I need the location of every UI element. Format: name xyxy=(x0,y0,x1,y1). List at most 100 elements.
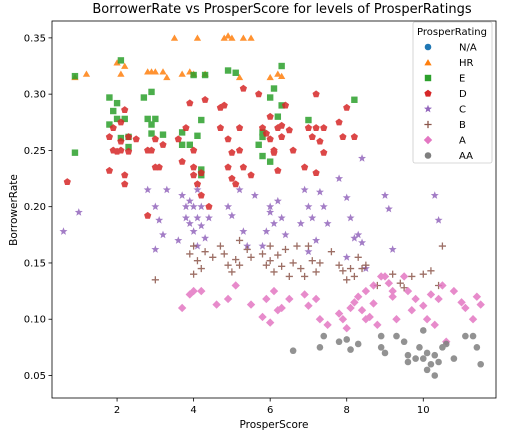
data-point xyxy=(277,303,286,313)
data-point xyxy=(71,72,79,80)
data-point xyxy=(151,245,160,253)
data-point xyxy=(388,286,397,296)
data-point xyxy=(155,163,163,171)
data-point xyxy=(259,129,266,136)
legend-title: ProsperRating xyxy=(417,27,487,38)
data-point xyxy=(343,276,351,284)
data-point xyxy=(262,227,271,235)
y-axis-label: BorrowerRate xyxy=(8,174,20,246)
data-point xyxy=(311,294,321,304)
data-point xyxy=(220,250,228,258)
data-point xyxy=(358,238,367,247)
data-point xyxy=(132,135,140,143)
data-point xyxy=(117,70,125,77)
x-tick-label: 8 xyxy=(344,405,350,416)
plot-frame xyxy=(51,20,497,399)
data-point xyxy=(323,219,332,227)
data-point xyxy=(178,191,187,199)
data-point xyxy=(316,259,324,267)
series-hr xyxy=(71,32,286,81)
data-point xyxy=(300,185,309,194)
series-aa xyxy=(289,327,484,379)
data-point xyxy=(289,259,297,267)
legend-marker-n-a xyxy=(424,43,432,51)
data-point xyxy=(399,272,409,281)
data-point xyxy=(121,180,129,188)
data-point xyxy=(434,215,443,224)
data-point xyxy=(178,70,186,77)
data-point xyxy=(140,94,148,101)
data-point xyxy=(113,99,121,107)
data-point xyxy=(449,286,459,296)
series-d xyxy=(63,84,358,219)
data-point xyxy=(121,171,129,179)
data-point xyxy=(177,303,187,313)
data-point xyxy=(285,126,293,134)
data-point xyxy=(235,185,244,194)
data-point xyxy=(338,315,348,324)
data-point xyxy=(159,230,167,239)
data-point xyxy=(315,315,325,324)
data-point xyxy=(182,124,190,131)
data-point xyxy=(144,115,151,123)
data-point xyxy=(259,133,266,141)
x-tick-label: 4 xyxy=(190,405,196,416)
y-tick-label: 0.10 xyxy=(24,315,46,326)
data-point xyxy=(422,315,432,324)
data-point xyxy=(312,236,321,244)
data-point xyxy=(377,332,385,340)
data-point xyxy=(71,149,79,156)
legend-marker-b xyxy=(424,120,432,129)
legend-marker-aa xyxy=(424,152,432,159)
data-point xyxy=(266,73,274,81)
data-point xyxy=(462,332,469,340)
data-point xyxy=(312,90,320,98)
data-point xyxy=(427,360,435,368)
data-point xyxy=(258,124,267,131)
data-point xyxy=(193,241,202,250)
data-point xyxy=(181,202,190,211)
data-point xyxy=(121,62,129,69)
y-tick-label: 0.30 xyxy=(24,90,46,101)
data-point xyxy=(285,272,293,281)
data-point xyxy=(312,268,320,276)
data-point xyxy=(384,204,393,213)
data-point xyxy=(388,292,397,301)
data-point xyxy=(430,320,439,330)
legend-label: HR xyxy=(459,58,474,69)
data-point xyxy=(354,253,362,261)
data-point xyxy=(259,152,266,160)
data-point xyxy=(201,71,209,79)
data-point xyxy=(151,68,159,75)
data-point xyxy=(227,211,236,220)
data-point xyxy=(320,148,328,156)
data-point xyxy=(278,133,286,140)
data-point xyxy=(235,261,244,269)
data-point xyxy=(243,245,251,254)
data-point xyxy=(408,272,416,281)
data-point xyxy=(369,299,378,308)
data-point xyxy=(193,185,202,194)
data-point xyxy=(247,253,255,261)
data-point xyxy=(190,242,198,250)
data-point xyxy=(323,320,332,330)
data-point xyxy=(224,163,232,171)
data-point xyxy=(255,141,262,148)
data-point xyxy=(209,253,217,261)
data-point xyxy=(220,101,228,109)
data-point xyxy=(389,270,397,278)
data-point xyxy=(124,147,133,155)
data-point xyxy=(430,191,439,199)
data-point xyxy=(228,174,236,182)
data-point xyxy=(74,208,83,216)
data-point xyxy=(354,292,363,301)
data-point xyxy=(124,133,133,140)
data-point xyxy=(266,94,274,101)
data-point xyxy=(412,355,419,362)
data-point xyxy=(477,360,484,368)
data-point xyxy=(350,133,358,140)
data-point xyxy=(151,135,159,143)
data-point xyxy=(461,303,470,313)
data-point xyxy=(232,69,239,76)
data-point xyxy=(442,340,450,348)
